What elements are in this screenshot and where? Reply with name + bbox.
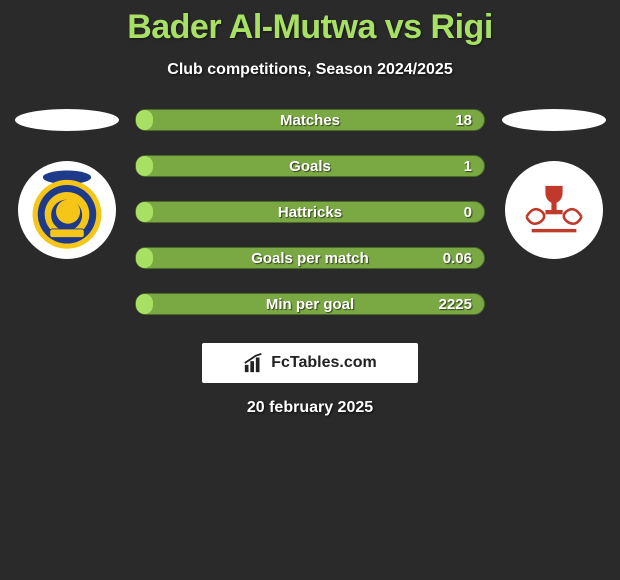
- stat-value: 0: [464, 204, 472, 221]
- brand-box[interactable]: FcTables.com: [202, 343, 418, 383]
- stat-value: 18: [455, 112, 472, 129]
- stat-value: 2225: [439, 296, 472, 313]
- player-right-silhouette: [502, 109, 606, 131]
- comparison-card: Bader Al-Mutwa vs Rigi Club competitions…: [0, 0, 620, 417]
- stat-label: Min per goal: [136, 296, 484, 313]
- player-right-column: [501, 109, 606, 259]
- player-left-silhouette: [15, 109, 119, 131]
- stat-label: Matches: [136, 112, 484, 129]
- stat-value: 1: [464, 158, 472, 175]
- al-nassr-icon: [24, 167, 110, 253]
- page-title: Bader Al-Mutwa vs Rigi: [0, 8, 620, 47]
- stat-label: Goals: [136, 158, 484, 175]
- red-trophy-icon: [511, 167, 597, 253]
- bar-chart-icon: [243, 352, 265, 374]
- stat-row: Min per goal 2225: [135, 293, 485, 315]
- subtitle: Club competitions, Season 2024/2025: [0, 61, 620, 79]
- stat-value: 0.06: [443, 250, 472, 267]
- player-left-column: [14, 109, 119, 259]
- stat-label: Goals per match: [136, 250, 484, 267]
- main-row: Matches 18 Goals 1 Hattricks 0 Goals per…: [0, 109, 620, 315]
- club-badge-right: [505, 161, 603, 259]
- stat-row: Goals 1: [135, 155, 485, 177]
- stat-row: Goals per match 0.06: [135, 247, 485, 269]
- club-badge-left: [18, 161, 116, 259]
- date-text: 20 february 2025: [247, 399, 373, 417]
- stat-label: Hattricks: [136, 204, 484, 221]
- stats-column: Matches 18 Goals 1 Hattricks 0 Goals per…: [135, 109, 485, 315]
- stat-row: Matches 18: [135, 109, 485, 131]
- brand-text: FcTables.com: [271, 354, 377, 372]
- footer: FcTables.com 20 february 2025: [0, 343, 620, 417]
- stat-row: Hattricks 0: [135, 201, 485, 223]
